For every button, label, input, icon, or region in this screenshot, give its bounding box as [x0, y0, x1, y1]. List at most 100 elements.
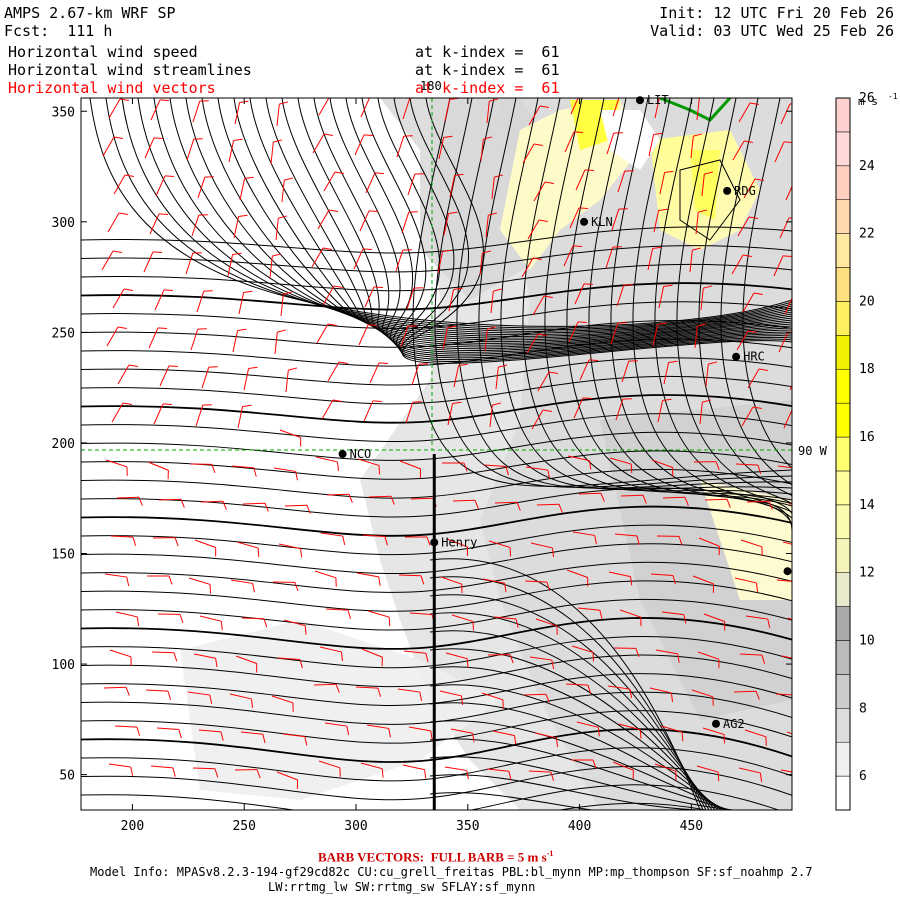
wind-barb-staff [362, 534, 385, 538]
streamline [81, 413, 792, 443]
wind-barb-flag [250, 698, 254, 708]
colorbar-frame [835, 97, 851, 811]
wind-barb-flag [113, 136, 123, 140]
wind-barb-staff [112, 288, 125, 309]
wind-barb-staff [566, 569, 588, 578]
wind-barb-staff [364, 286, 375, 308]
wind-barb-flag [515, 618, 519, 628]
wind-barb-staff [284, 504, 308, 507]
colorbar-bin [835, 335, 851, 370]
wind-barb-staff [698, 537, 720, 547]
wind-barb-flag [277, 329, 287, 333]
wind-barb-staff [275, 218, 279, 241]
streamline [429, 612, 710, 810]
wind-barb-flag [124, 174, 134, 178]
wind-barb-staff [612, 761, 634, 771]
streamline [522, 98, 792, 501]
wind-barb-staff [532, 295, 545, 316]
wind-barb-flag [272, 253, 282, 257]
wind-barb-staff [659, 172, 666, 195]
wind-barb-flag [419, 691, 423, 701]
wind-barb-staff [403, 650, 426, 654]
wind-barb-staff [197, 176, 206, 199]
wind-barb-staff [192, 767, 216, 770]
wind-barb-staff [577, 607, 600, 611]
wind-barb-flag [346, 725, 350, 735]
colorbar-label: 14 [859, 498, 875, 513]
wind-barb-staff [781, 655, 792, 659]
wind-barb-flag [683, 614, 687, 624]
wind-barb-staff [774, 141, 785, 163]
wind-barb-staff [400, 325, 409, 348]
wind-barb-flag [539, 105, 549, 109]
wind-barb-staff [579, 359, 590, 381]
wind-barb-staff [735, 463, 758, 466]
wind-barb-staff [159, 365, 170, 387]
wind-barb-staff [777, 465, 792, 469]
wind-barb-flag [494, 174, 504, 178]
wind-barb-staff [193, 653, 216, 659]
wind-barb-flag [232, 252, 242, 255]
colorbar-label: 16 [859, 430, 875, 445]
wind-barb-staff [104, 573, 127, 578]
wind-barb-staff [440, 576, 462, 585]
wind-barb-staff [531, 409, 544, 430]
wind-barb-flag [238, 214, 248, 217]
wind-barb-flag [767, 618, 771, 628]
wind-barb-flag [472, 733, 475, 743]
streamline [81, 450, 792, 480]
streamline [81, 636, 792, 669]
wind-barb-flag [573, 131, 583, 134]
wind-barb-flag [483, 136, 493, 140]
wind-barb-staff [238, 292, 245, 315]
wind-barb-staff [647, 248, 654, 271]
wind-barb-staff [242, 502, 266, 505]
wind-barb-flag [558, 504, 563, 513]
wind-barb-flag [284, 177, 294, 181]
wind-barb-staff [524, 580, 547, 583]
wind-barb-flag [244, 176, 254, 179]
wind-barb-flag [168, 365, 178, 368]
station-marker-nco [338, 450, 347, 458]
wind-barb-staff [317, 209, 330, 230]
wind-barb-staff [285, 370, 289, 393]
wind-barb-flag [374, 172, 384, 175]
wind-barb-staff [437, 251, 444, 274]
wind-barb-flag [795, 180, 804, 181]
colorbar-unit: m s [858, 95, 878, 108]
wind-barb-flag [162, 403, 172, 406]
wind-barb-staff [784, 297, 792, 315]
colorbar-bin [835, 572, 851, 607]
wind-barb-flag [543, 295, 553, 299]
wind-barb-staff [661, 611, 684, 616]
station-marker-edge [783, 567, 792, 576]
wind-barb-staff [316, 323, 329, 344]
station-marker-hrc [732, 352, 741, 361]
wind-barb-flag [132, 537, 137, 546]
wind-barb-staff [526, 333, 539, 354]
y-tick-label: 250 [52, 326, 75, 341]
wind-barb-staff [621, 360, 630, 383]
wind-barb-staff [402, 98, 411, 120]
wind-barb-staff [446, 538, 468, 548]
wind-barb-flag [338, 361, 348, 365]
wind-barb-staff [703, 613, 725, 622]
wind-barb-flag [588, 359, 598, 362]
wind-barb-flag [173, 652, 178, 662]
wind-barb-staff [401, 211, 410, 234]
barb-legend-text: BARB VECTORS: FULL BARB = 5 m s [318, 849, 547, 865]
wind-barb-flag [157, 327, 167, 330]
colorbar-bin [835, 708, 851, 743]
wind-barb-flag [430, 730, 433, 740]
wind-barb-flag [726, 499, 731, 508]
wind-barb-staff [576, 721, 599, 728]
wind-barb-staff [789, 384, 792, 391]
station-label-kln: KLN [591, 215, 613, 229]
wind-barb-staff [280, 294, 284, 317]
wind-barb-staff [282, 733, 305, 738]
wind-barb-staff [773, 255, 784, 277]
wind-barb-flag [425, 653, 429, 663]
wind-barb-flag [164, 175, 174, 178]
wind-barb-staff [107, 212, 120, 233]
wind-barb-flag [752, 406, 762, 410]
